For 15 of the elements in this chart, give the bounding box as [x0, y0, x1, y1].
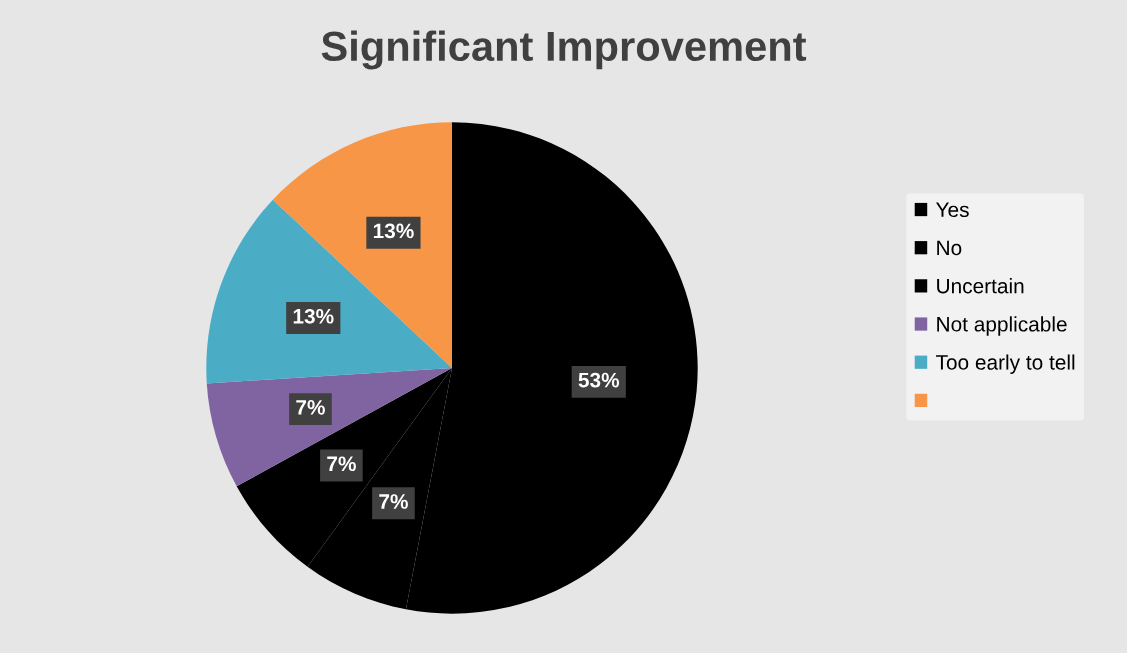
data-label: 7% [379, 494, 408, 509]
pie-slice [206, 368, 452, 487]
data-label: 7% [327, 456, 356, 472]
legend-label: No [937, 240, 962, 256]
pie-slice [206, 199, 452, 384]
pie-slice [272, 122, 452, 368]
data-label: 7% [296, 400, 325, 415]
legend-label: Uncertain [937, 278, 1024, 294]
legend-label: Too early to tell [936, 354, 1075, 374]
legend-label: Not applicable [937, 316, 1067, 336]
data-label: 53% [578, 372, 620, 388]
data-label: 13% [373, 223, 414, 239]
legend-label: Yes [936, 202, 969, 218]
chart-title: Significant Improvement [321, 30, 807, 70]
data-label: 13% [293, 308, 334, 324]
